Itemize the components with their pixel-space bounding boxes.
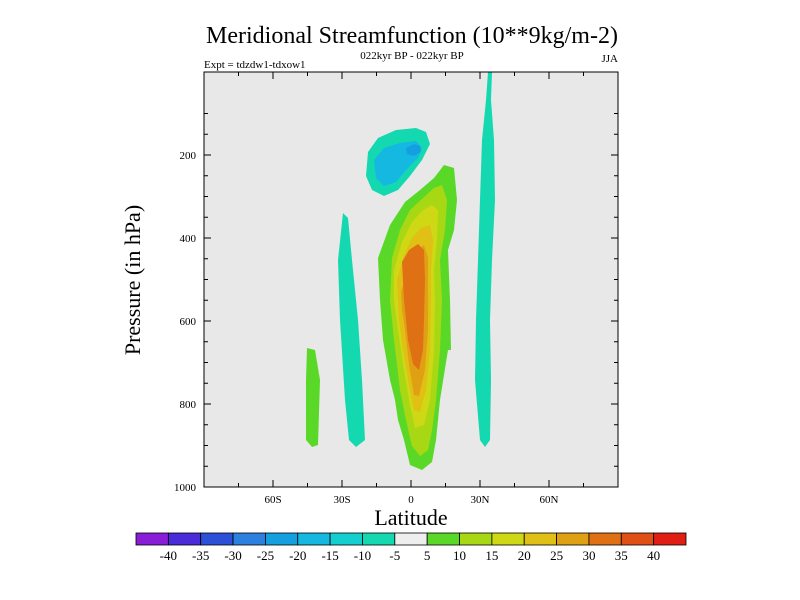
y-tick-label: 400 bbox=[180, 233, 197, 245]
colorbar-label: -15 bbox=[321, 548, 338, 563]
region-far-south-strip bbox=[306, 348, 320, 447]
colorbar-swatch bbox=[620, 532, 655, 546]
x-tick-label: 0 bbox=[408, 494, 414, 506]
colorbar-label: -5 bbox=[389, 548, 400, 563]
contour-regions bbox=[306, 72, 495, 470]
x-tick-label: 30N bbox=[471, 494, 490, 506]
y-tick-label: 600 bbox=[180, 316, 197, 328]
region-southern-column bbox=[338, 213, 365, 447]
colorbar-swatch bbox=[459, 532, 493, 546]
colorbar-swatch bbox=[394, 532, 428, 546]
x-tick-label: 60N bbox=[540, 494, 559, 506]
colorbar-swatch bbox=[135, 532, 169, 546]
colorbar-swatch bbox=[200, 532, 234, 546]
chart-subtitle-left: Expt = tdzdw1-tdxow1 bbox=[204, 59, 306, 71]
colorbar-label: -30 bbox=[224, 548, 241, 563]
colorbar: -40 -35 -30 -25 -20 -15 -10 -5 5 10 15 20 25 30 35 40 bbox=[135, 532, 687, 563]
colorbar-label: 25 bbox=[550, 548, 563, 563]
y-axis-label: Pressure (in hPa) bbox=[120, 205, 145, 355]
region-tropical-30 bbox=[402, 244, 425, 370]
colorbar-label: 35 bbox=[615, 548, 628, 563]
chart-title: Meridional Streamfunction (10**9kg/m-2) bbox=[206, 23, 618, 49]
chart-subtitle-right: JJA bbox=[601, 53, 618, 65]
colorbar-label: -35 bbox=[192, 548, 209, 563]
colorbar-swatch bbox=[426, 532, 460, 546]
colorbar-swatch bbox=[362, 532, 396, 546]
y-axis: 200 400 600 800 1000 bbox=[174, 113, 618, 494]
x-tick-label: 60S bbox=[264, 494, 281, 506]
colorbar-label: -10 bbox=[354, 548, 371, 563]
colorbar-label: 10 bbox=[453, 548, 466, 563]
colorbar-label: 20 bbox=[518, 548, 531, 563]
colorbar-swatch bbox=[523, 532, 557, 546]
x-tick-label: 30S bbox=[333, 494, 350, 506]
x-axis: 60S 30S 0 30N 60N bbox=[238, 72, 584, 506]
region-upper-negative-core bbox=[406, 144, 421, 156]
colorbar-swatch bbox=[588, 532, 622, 546]
colorbar-swatch bbox=[232, 532, 266, 546]
colorbar-label: 40 bbox=[647, 548, 660, 563]
colorbar-swatch bbox=[167, 532, 202, 546]
chart-subtitle-center: 022kyr BP - 022kyr BP bbox=[360, 50, 464, 62]
region-northern-column bbox=[475, 72, 495, 447]
colorbar-label: -20 bbox=[289, 548, 306, 563]
colorbar-swatch bbox=[491, 532, 525, 546]
colorbar-swatch bbox=[265, 532, 299, 546]
y-tick-label: 1000 bbox=[174, 482, 197, 494]
colorbar-swatch bbox=[329, 532, 363, 546]
colorbar-swatch bbox=[653, 532, 687, 546]
colorbar-label: -40 bbox=[160, 548, 177, 563]
y-tick-label: 800 bbox=[180, 399, 197, 411]
colorbar-label: 5 bbox=[424, 548, 431, 563]
colorbar-label: 30 bbox=[582, 548, 595, 563]
x-axis-label: Latitude bbox=[374, 505, 447, 530]
colorbar-swatch bbox=[556, 532, 590, 546]
colorbar-label: -25 bbox=[257, 548, 274, 563]
y-tick-label: 200 bbox=[180, 150, 197, 162]
colorbar-swatch bbox=[297, 532, 331, 546]
colorbar-label: 15 bbox=[485, 548, 498, 563]
